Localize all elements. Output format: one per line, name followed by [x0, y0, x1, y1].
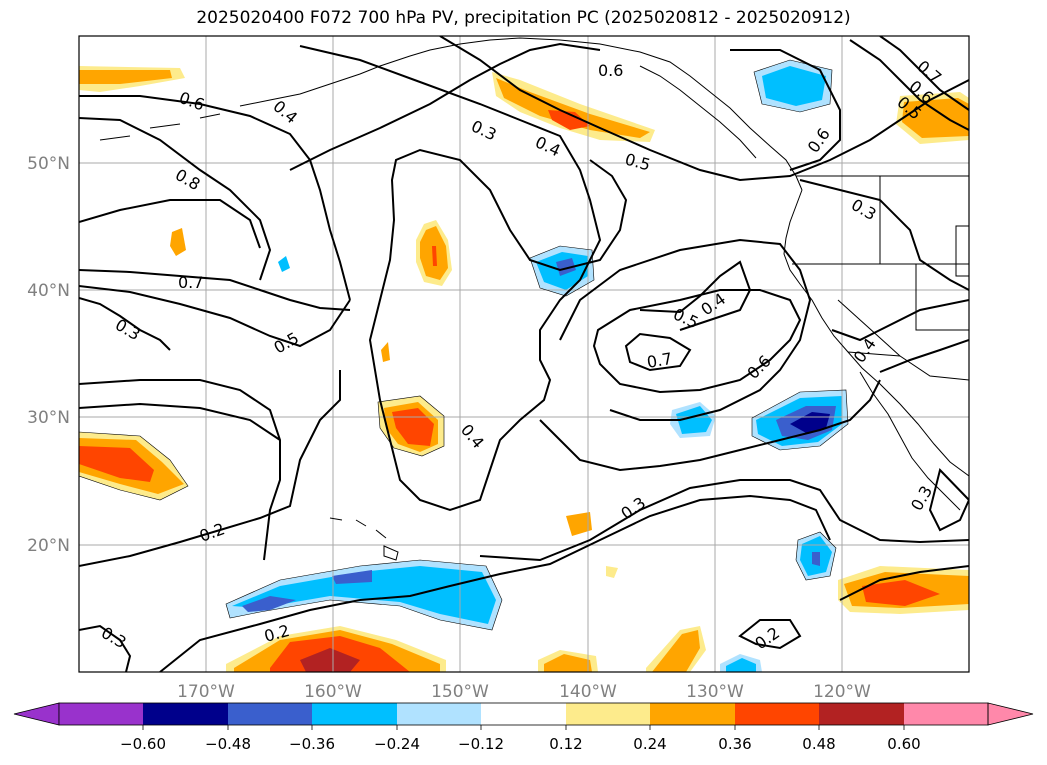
lat-label-20n: 20°N	[27, 536, 70, 556]
coastline-islands-bc	[639, 65, 757, 159]
lon-label-140w: 140°W	[559, 682, 617, 702]
lon-label-150w: 150°W	[431, 682, 489, 702]
pv-contour-0.2-far-se	[839, 565, 969, 601]
colorbar-swatch	[143, 703, 228, 725]
colorbar-swatch	[481, 703, 566, 725]
pv-contour-0.5-core	[639, 260, 752, 331]
map-border	[78, 35, 970, 673]
pv-contour-0.3-sw2	[79, 624, 132, 672]
colorbar-tick-label: 0.48	[802, 735, 835, 753]
lat-label-40n: 40°N	[27, 281, 70, 301]
border-states-3	[915, 264, 969, 331]
pv-contour-0.3-mid	[539, 379, 881, 472]
colorbar-frame	[58, 702, 989, 726]
coastline-west-us	[783, 189, 969, 477]
coastlines	[99, 37, 969, 561]
colorbar-swatch	[819, 703, 904, 725]
lon-label-120w: 120°W	[813, 682, 871, 702]
colorbar-swatch	[735, 703, 819, 725]
pv-contour-0.4-core	[592, 289, 802, 394]
colorbar-extend-min	[13, 702, 60, 726]
pv-contour-0.6-nw	[79, 95, 351, 301]
lat-label-50n: 50°N	[27, 154, 70, 174]
colorbar-tick-label: 0.12	[549, 735, 582, 753]
contour-label: 0.6	[598, 61, 623, 80]
lon-label-160w: 160°W	[304, 682, 362, 702]
pv-contour-0.7-core	[624, 332, 692, 372]
precip-region-blue-south	[232, 566, 496, 624]
colorbar-swatch	[904, 703, 988, 725]
colorbar: −0.60 −0.48 −0.36 −0.24 −0.12 0.12 0.24 …	[13, 702, 1034, 753]
colorbar-tick-label: −0.24	[374, 735, 420, 753]
lat-labels: 50°N 40°N 30°N 20°N	[27, 154, 70, 556]
pv-contour-0.2-se	[738, 619, 802, 650]
contour-label: 0.7	[645, 349, 673, 372]
colorbar-tick-label: 0.24	[633, 735, 666, 753]
precip-shading	[79, 60, 969, 672]
precip-region-orange-small	[170, 228, 186, 256]
pv-contour-0.5-west	[79, 285, 351, 348]
pv-contour-0.3-ne-right	[879, 339, 969, 373]
pv-contour-0.7-nw	[79, 269, 351, 311]
border-us-mexico	[847, 351, 969, 381]
lon-labels: 170°W 160°W 150°W 140°W 130°W 120°W	[177, 682, 871, 702]
colorbar-tick-label: −0.12	[458, 735, 504, 753]
pv-contour-0.6-ne2	[849, 39, 969, 131]
border-states-5	[955, 225, 969, 277]
pv-contour-0.5-top	[439, 36, 969, 182]
colorbar-tick-label: −0.60	[120, 735, 166, 753]
pv-contour-0.6-ne	[730, 49, 841, 171]
pv-contour-0.2-south	[159, 494, 831, 672]
pv-contour-0.3-big	[299, 45, 628, 512]
colorbar-tick-label: −0.48	[205, 735, 251, 753]
coastline-hawaii	[329, 517, 399, 561]
lat-label-30n: 30°N	[27, 408, 70, 428]
colorbar-swatch	[59, 703, 143, 725]
pv-contour-0.7-inner	[79, 199, 261, 249]
figure-title: 2025020400 F072 700 hPa PV, precipitatio…	[196, 8, 851, 28]
pv-contour-0.4-mid	[289, 42, 601, 171]
coastline-aleutians	[99, 113, 221, 141]
colorbar-extend-max	[987, 702, 1034, 726]
colorbar-swatch	[650, 703, 735, 725]
pv-contour-0.4-west	[79, 379, 281, 561]
colorbar-swatch	[228, 703, 312, 725]
lon-label-170w: 170°W	[177, 682, 235, 702]
pv-contour-0.8	[79, 117, 272, 281]
colorbar-tick-label: −0.36	[289, 735, 335, 753]
colorbar-swatch	[566, 703, 650, 725]
colorbar-swatch	[397, 703, 481, 725]
colorbar-tick-label: 0.36	[718, 735, 751, 753]
pv-contours	[79, 36, 969, 672]
pv-contour-0.4-east	[831, 299, 969, 342]
pv-contour-0.3-far-se	[928, 468, 969, 532]
pv-contour-0.2-sw	[79, 370, 341, 567]
pv-contour-0.6-core	[559, 238, 812, 421]
lon-label-130w: 130°W	[686, 682, 744, 702]
map-background	[79, 36, 969, 672]
contour-label: 0.7	[178, 273, 203, 292]
pv-contour-0.3-west	[79, 297, 171, 351]
colorbar-swatch	[312, 703, 397, 725]
pv-contour-0.3-south	[479, 479, 969, 562]
colorbar-tick-label: 0.60	[887, 735, 920, 753]
border-states-4	[837, 299, 901, 357]
pv-contour-0.2-a	[79, 402, 281, 441]
pv-contour-0.7-ne	[879, 36, 969, 111]
coastline-baja	[859, 371, 961, 511]
pv-contour-0.3-ne	[799, 179, 969, 291]
coastline-alaska	[239, 37, 803, 191]
